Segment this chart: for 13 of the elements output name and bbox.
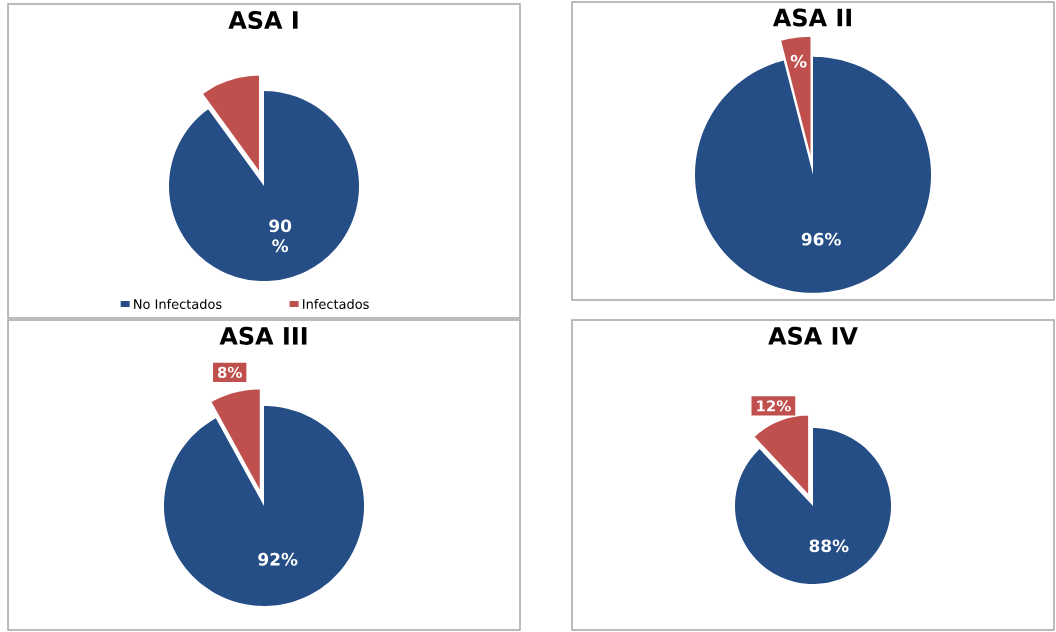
data-label: 90 % [269,219,292,253]
data-label: 92% [258,552,298,566]
legend-label: Infectados [303,298,369,309]
data-label: 12% [757,400,791,412]
data-label: 8% [217,366,242,378]
chart-title: ASA II [772,8,851,27]
legend-label: No Infectados [134,298,222,309]
data-label: % [790,54,807,68]
chart-title: ASA III [219,326,307,345]
chart-title: ASA IV [768,326,858,345]
chart-title: ASA I [228,10,298,30]
data-label: 96% [801,232,841,246]
data-label: 88% [809,539,849,553]
